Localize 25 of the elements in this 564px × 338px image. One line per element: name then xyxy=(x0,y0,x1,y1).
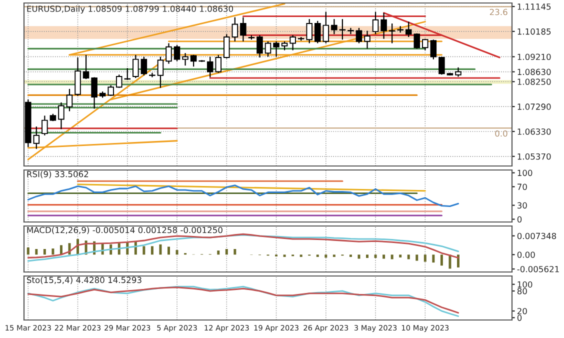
y-tick-label: 80 xyxy=(517,288,527,294)
chart-title: MACD(12,26,9) -0.005014 0.001258 -0.001250 xyxy=(27,226,222,234)
y-tick-label: -0.005621 xyxy=(517,266,559,272)
y-tick-label: 100 xyxy=(518,170,532,176)
y-tick-label: 0 xyxy=(517,314,522,321)
chart-title: Sto(15,5,4) 4.4280 14.5293 xyxy=(26,276,142,284)
y-tick-label: 0 xyxy=(517,216,522,222)
y-tick-label: 1.08250 xyxy=(518,78,551,85)
y-tick-label: 70 xyxy=(518,184,527,190)
annotation: 0.0 xyxy=(495,130,508,137)
y-tick-label: 1.09210 xyxy=(518,54,551,60)
y-tick-label: 1.05370 xyxy=(518,153,551,160)
y-tick-label: 30 xyxy=(517,202,527,209)
y-tick-label: 0.007348 xyxy=(517,232,556,240)
y-tick-label: 1.07290 xyxy=(518,104,551,110)
chart-title: RSI(9) 33.5062 xyxy=(27,170,88,178)
y-tick-label: 1.11145 xyxy=(518,4,551,10)
y-tick-label: 0.00 xyxy=(517,252,535,258)
annotation: 23.6 xyxy=(490,8,508,16)
y-tick-label: 20 xyxy=(517,308,527,314)
y-tick-label: 100 xyxy=(518,281,532,288)
chart-title: EURUSD,Daily 1.08509 1.08799 1.08440 1.08630 xyxy=(27,5,234,14)
y-tick-label: 1.08630 xyxy=(518,68,551,76)
y-tick-label: 1.06330 xyxy=(518,128,551,135)
y-tick-label: 1.10185 xyxy=(518,28,551,35)
